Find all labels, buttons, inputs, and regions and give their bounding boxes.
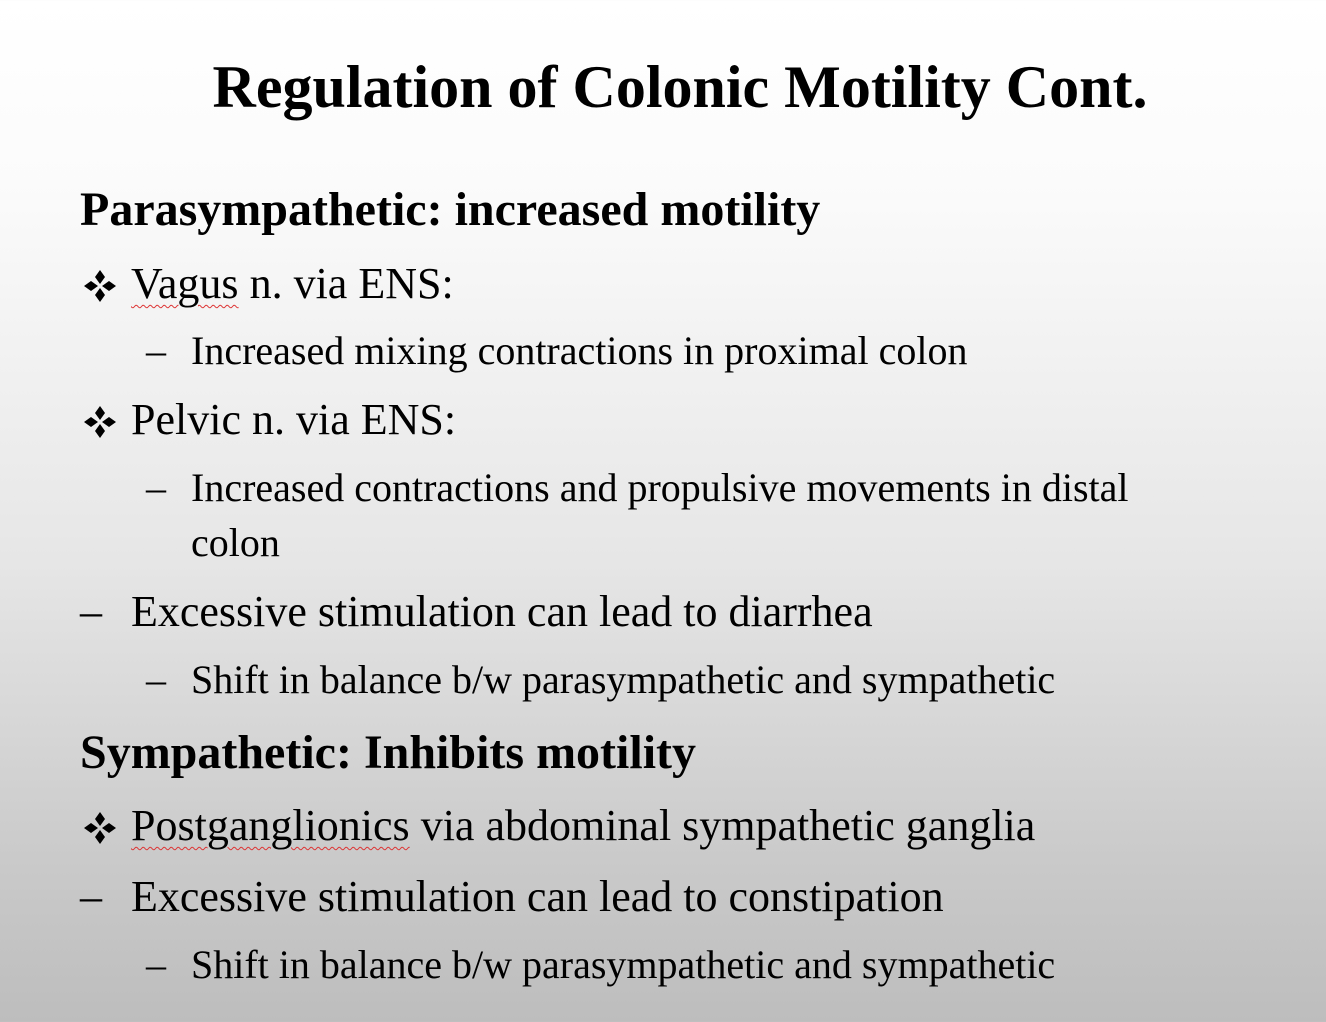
sub-item-text: Shift in balance b/w parasympathetic and… [191, 657, 1056, 702]
bullet-text-rest: n. via ENS: [238, 259, 454, 308]
spellcheck-word: Vagus [131, 259, 239, 308]
section-heading-parasympathetic: Parasympathetic: increased motility [80, 183, 821, 236]
spellcheck-word: Postganglionics [131, 801, 410, 850]
sub-item-text-line2: colon [191, 520, 280, 565]
sub-item-text-line1: Increased contractions and propulsive mo… [191, 465, 1129, 510]
bullet-text: Excessive stimulation can lead to diarrh… [131, 587, 873, 636]
dash-bullet: – [146, 942, 166, 987]
slide-title: Regulation of Colonic Motility Cont. [212, 54, 1148, 120]
dash-bullet: – [146, 328, 166, 373]
dash-bullet: – [80, 872, 102, 921]
bullet-text: Postganglionics via abdominal sympatheti… [131, 800, 1035, 852]
bullet-text-rest: via abdominal sympathetic ganglia [409, 801, 1036, 850]
bullet-text: Excessive stimulation can lead to consti… [131, 872, 944, 921]
dash-bullet: – [80, 587, 102, 636]
dash-bullet: – [146, 657, 166, 702]
section-heading-sympathetic: Sympathetic: Inhibits motility [80, 726, 697, 779]
bullet-text: Vagus n. via ENS: [131, 258, 454, 310]
dash-bullet: – [146, 465, 166, 510]
sub-item-text: Shift in balance b/w parasympathetic and… [191, 942, 1056, 987]
sub-item-text: Increased mixing contractions in proxima… [191, 328, 968, 373]
bullet-text: Pelvic n. via ENS: [131, 395, 457, 444]
